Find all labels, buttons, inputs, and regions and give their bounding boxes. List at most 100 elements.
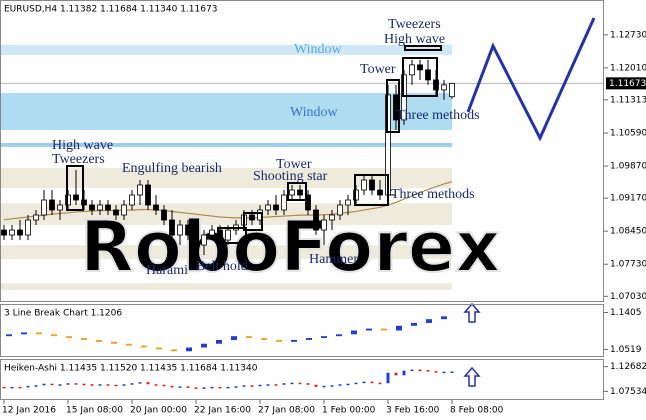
x-tick-label: 27 Jan 08:00	[258, 406, 315, 416]
y-tick-label: 1.12010	[610, 63, 646, 73]
zone	[1, 283, 452, 291]
pattern-label: Three methods	[396, 108, 480, 123]
brick	[426, 319, 432, 323]
zone-label: Window	[294, 42, 343, 57]
candle-body	[185, 224, 191, 236]
candle-body	[321, 219, 327, 231]
ha-bar	[42, 383, 46, 386]
pattern-label: Engulfing bearish	[122, 161, 222, 176]
ha-bar	[170, 385, 174, 388]
ha-bar	[418, 369, 422, 372]
brick	[51, 334, 57, 337]
candle-body	[113, 209, 119, 216]
y-tick-label: 1.07534	[610, 387, 646, 397]
brick	[171, 349, 177, 352]
brick	[201, 343, 207, 348]
zone	[1, 44, 452, 55]
candle-body	[105, 204, 111, 211]
ha-bar	[314, 384, 318, 387]
ha-bar	[138, 382, 142, 384]
candle-body	[345, 199, 351, 206]
ha-bar	[18, 386, 22, 389]
candle-body	[41, 199, 47, 216]
chart-title: EURUSD,H4 1.11382 1.11684 1.11340 1.1167…	[4, 5, 217, 15]
candle-body	[297, 189, 303, 196]
zone	[1, 92, 452, 130]
brick	[411, 322, 417, 326]
panel-title: 3 Line Break Chart 1.1206	[4, 309, 122, 319]
pattern-box	[402, 57, 438, 97]
pattern-box	[217, 227, 247, 244]
ha-bar	[106, 384, 110, 386]
ha-bar	[378, 382, 382, 385]
ha-bar	[226, 386, 230, 389]
ha-bar	[90, 384, 94, 386]
ha-bar	[394, 372, 398, 376]
candle-body	[121, 204, 127, 216]
ha-bar	[282, 383, 286, 385]
x-tick-label: 1 Feb 00:00	[322, 406, 376, 416]
brick	[21, 332, 27, 335]
x-tick-label: 20 Jan 00:00	[130, 406, 187, 416]
brick	[231, 336, 237, 340]
x-tick-label: 22 Jan 16:00	[194, 406, 251, 416]
ha-bar	[250, 385, 254, 387]
x-tick-label: 8 Feb 08:00	[450, 406, 504, 416]
last-price-box	[606, 77, 646, 90]
ha-bar	[434, 371, 438, 373]
ha-bar	[10, 386, 14, 389]
candle-body	[153, 204, 159, 211]
brick	[111, 341, 117, 344]
ha-bar	[130, 383, 134, 385]
ha-bar	[330, 385, 334, 387]
ha-bar	[178, 386, 182, 388]
candle-body	[441, 84, 447, 91]
y-tick-label: 1.12730	[610, 30, 646, 40]
candle-body	[73, 194, 79, 201]
y-tick-label: 1.09870	[610, 162, 646, 172]
ha-bar	[186, 386, 190, 388]
ha-bar	[354, 382, 358, 385]
y-tick-label: 1.10590	[610, 129, 646, 139]
ha-bar	[266, 384, 270, 386]
pattern-label: Shooting star	[253, 169, 328, 184]
ha-bar	[194, 387, 198, 389]
candle-body	[9, 229, 15, 236]
candle-body	[161, 209, 167, 221]
ha-bar	[210, 386, 214, 389]
candle-body	[89, 204, 95, 211]
y-tick-label: 1.09170	[610, 194, 646, 204]
ha-bar	[122, 384, 126, 386]
ha-bar	[34, 385, 38, 387]
candle-body	[337, 204, 343, 216]
ha-bar	[202, 387, 206, 389]
pattern-label: High wave	[52, 138, 113, 153]
up-arrow	[463, 366, 481, 387]
candle-body	[289, 189, 295, 196]
candle-body	[417, 64, 423, 71]
zone	[1, 167, 452, 188]
brick	[366, 328, 372, 331]
ha-bar	[242, 385, 246, 387]
last-price-label: 1.11673	[609, 79, 646, 89]
ha-bar	[362, 381, 366, 384]
brick	[246, 336, 252, 339]
ha-bar	[386, 372, 390, 384]
candle-body	[369, 179, 375, 191]
candle-body	[193, 234, 199, 246]
x-tick-label: 15 Jan 08:00	[66, 406, 123, 416]
ha-bar	[338, 384, 342, 386]
candle-body	[137, 184, 143, 196]
candle-body	[169, 219, 175, 236]
ha-bar	[442, 371, 446, 374]
ha-bar	[402, 370, 406, 376]
pattern-label: Tower	[276, 157, 312, 172]
brick	[321, 336, 327, 339]
candle-body	[281, 194, 287, 211]
back-layer: RoboForex	[1, 44, 604, 291]
zone	[1, 142, 452, 147]
candle-body	[49, 199, 55, 211]
